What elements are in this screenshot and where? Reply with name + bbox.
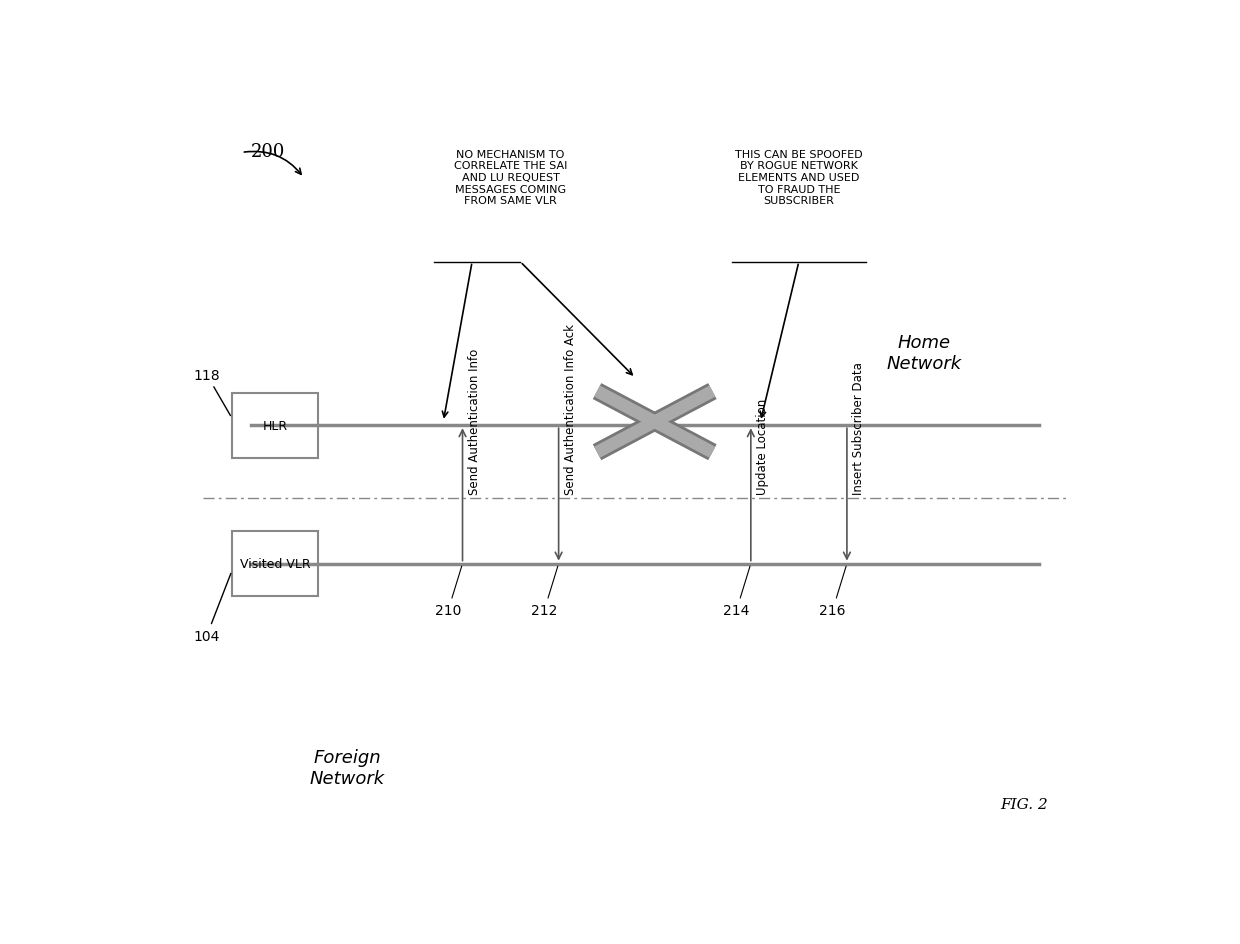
Text: Send Authentication Info Ack: Send Authentication Info Ack (564, 324, 577, 495)
Text: 104: 104 (193, 574, 231, 644)
Text: 214: 214 (723, 566, 750, 617)
Text: Home
Network: Home Network (887, 334, 961, 373)
Bar (232, 531, 319, 597)
Bar (232, 393, 319, 459)
Text: Foreign
Network: Foreign Network (310, 748, 384, 787)
Text: 118: 118 (193, 368, 231, 416)
Text: Send Authentication Info: Send Authentication Info (467, 348, 481, 495)
Text: NO MECHANISM TO
CORRELATE THE SAI
AND LU REQUEST
MESSAGES COMING
FROM SAME VLR: NO MECHANISM TO CORRELATE THE SAI AND LU… (454, 150, 567, 206)
Text: Update Location: Update Location (756, 398, 769, 495)
Text: FIG. 2: FIG. 2 (1001, 797, 1049, 811)
Text: 216: 216 (820, 566, 846, 617)
Text: 200: 200 (250, 143, 285, 160)
Text: HLR: HLR (263, 419, 288, 432)
Text: 212: 212 (531, 566, 558, 617)
Text: THIS CAN BE SPOOFED
BY ROGUE NETWORK
ELEMENTS AND USED
TO FRAUD THE
SUBSCRIBER: THIS CAN BE SPOOFED BY ROGUE NETWORK ELE… (735, 150, 863, 206)
Text: Insert Subscriber Data: Insert Subscriber Data (852, 362, 866, 495)
Text: 210: 210 (435, 566, 461, 617)
Text: Visited VLR: Visited VLR (239, 558, 310, 570)
